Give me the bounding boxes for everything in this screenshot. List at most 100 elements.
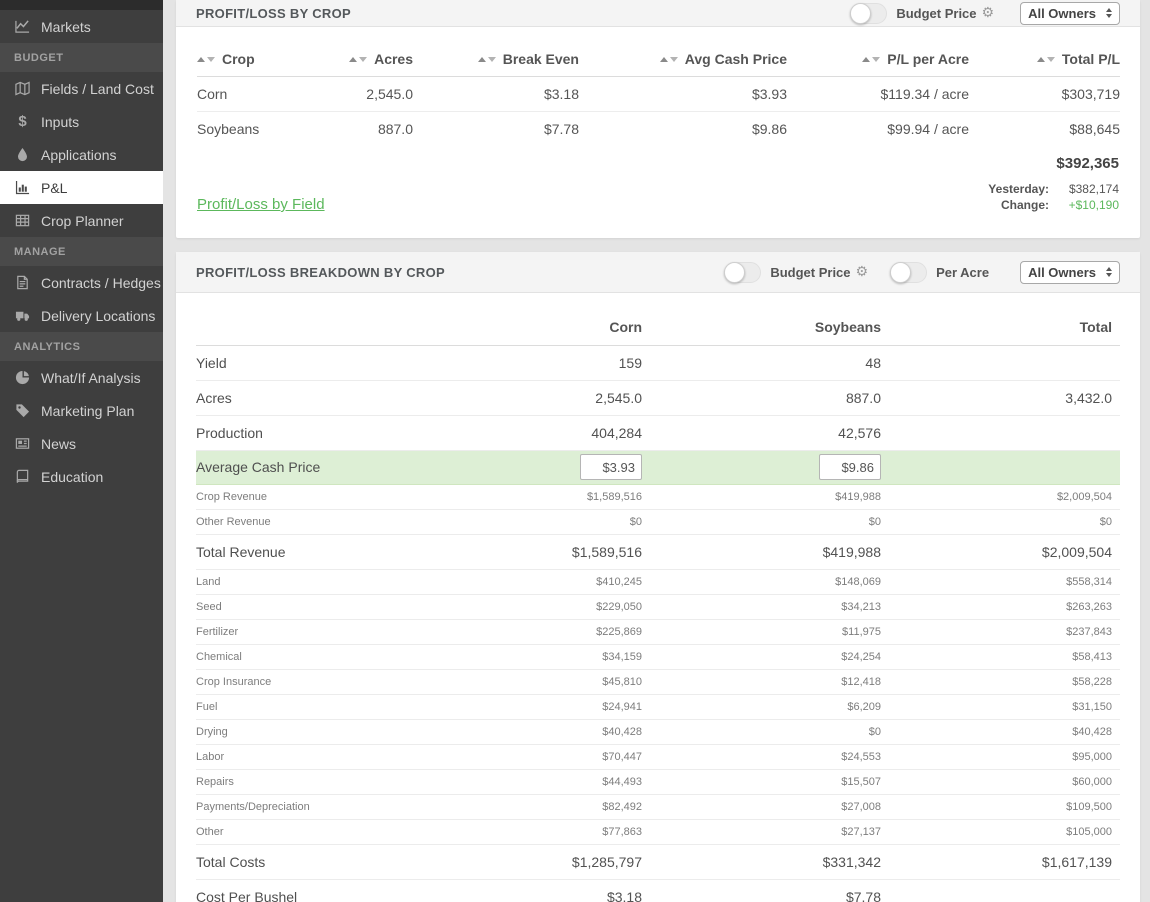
sidebar-item-news[interactable]: News [0, 427, 163, 460]
yesterday-change-block: Yesterday: $382,174 Change: +$10,190 [988, 182, 1119, 212]
owners-dropdown[interactable]: All Owners [1020, 260, 1120, 284]
col-header-total-pl[interactable]: Total P/L [969, 43, 1120, 77]
breakdown-row: Other $77,863 $27,137 $105,000 [196, 819, 1120, 845]
cell-soybeans: $148,069 [642, 569, 881, 595]
sidebar-top-strip [0, 0, 163, 10]
cell-soybeans: $331,342 [642, 844, 881, 880]
sidebar-item-whatif-analysis[interactable]: What/If Analysis [0, 361, 163, 394]
sidebar-item-inputs[interactable]: $ Inputs [0, 105, 163, 138]
per-acre-toggle[interactable] [890, 261, 928, 283]
cell-total: $58,228 [881, 669, 1120, 695]
col-header-acres[interactable]: Acres [307, 43, 413, 77]
cell-soybeans: 42,576 [642, 415, 881, 451]
cell-corn: $24,941 [436, 694, 642, 720]
cell-avg-cash-price: $3.93 [579, 76, 787, 112]
cell-corn: 2,545.0 [436, 380, 642, 416]
sidebar-item-label: Fields / Land Cost [41, 80, 154, 97]
toggle-knob [724, 261, 746, 283]
cell-corn: $40,428 [436, 719, 642, 745]
panel2-title: PROFIT/LOSS BREAKDOWN BY CROP [196, 264, 445, 280]
tag-icon [14, 402, 31, 419]
row-label: Chemical [196, 644, 436, 670]
map-icon [14, 80, 31, 97]
gear-icon[interactable]: ⚙ [981, 5, 995, 21]
sidebar-item-crop-planner[interactable]: Crop Planner [0, 204, 163, 237]
breakdown-row: Land $410,245 $148,069 $558,314 [196, 569, 1120, 595]
breakdown-row: Average Cash Price [196, 450, 1120, 485]
sidebar-item-fields-land-cost[interactable]: Fields / Land Cost [0, 72, 163, 105]
sidebar-item-pl[interactable]: P&L [0, 171, 163, 204]
owners-dropdown-value: All Owners [1028, 5, 1096, 21]
cell-total-pl: $88,645 [1069, 120, 1120, 137]
cell-total [881, 345, 1120, 381]
sort-arrows-icon [477, 56, 496, 62]
breakdown-row: Seed $229,050 $34,213 $263,263 [196, 594, 1120, 620]
sidebar-item-delivery-locations[interactable]: Delivery Locations [0, 299, 163, 332]
cell-soybeans: $27,137 [642, 819, 881, 845]
gear-icon[interactable]: ⚙ [855, 264, 869, 280]
avg-cash-price-input-soybeans[interactable] [819, 454, 881, 480]
owners-dropdown[interactable]: All Owners [1020, 1, 1120, 25]
cell-soybeans: $27,008 [642, 794, 881, 820]
sort-arrows-icon [659, 56, 678, 62]
change-label: Change: [1001, 198, 1049, 212]
sidebar-item-label: What/If Analysis [41, 369, 141, 386]
cell-total: $95,000 [881, 744, 1120, 770]
sort-arrows-icon [862, 56, 881, 62]
budget-price-toggle[interactable] [850, 2, 888, 24]
col-header-blank [196, 310, 436, 346]
col-header-crop[interactable]: Crop [197, 43, 307, 77]
chart-line-icon [14, 18, 31, 35]
sidebar-item-markets[interactable]: Markets [0, 10, 163, 43]
cell-acres: 887.0 [377, 120, 413, 137]
col-header-total: Total [881, 310, 1120, 346]
sidebar-item-applications[interactable]: Applications [0, 138, 163, 171]
sidebar-item-education[interactable]: Education [0, 460, 163, 493]
breakdown-row: Drying $40,428 $0 $40,428 [196, 719, 1120, 745]
profit-loss-by-field-link[interactable]: Profit/Loss by Field [197, 196, 325, 213]
col-header-corn: Corn [436, 310, 642, 346]
breakdown-row: Total Revenue $1,589,516 $419,988 $2,009,50… [196, 534, 1120, 570]
col-header-soybeans: Soybeans [642, 310, 881, 346]
panel2-header: PROFIT/LOSS BREAKDOWN BY CROP Budget Pri… [176, 252, 1140, 293]
truck-icon [14, 307, 31, 324]
cell-pl-per-acre: $119.34 / acre [787, 76, 969, 112]
cell-total: $558,314 [881, 569, 1120, 595]
row-label: Acres [196, 380, 436, 416]
row-label: Yield [196, 345, 436, 381]
cell-avg-cash-price: $9.86 [751, 120, 787, 137]
budget-price-toggle[interactable] [724, 261, 762, 283]
sidebar-item-contracts-hedges[interactable]: Contracts / Hedges [0, 266, 163, 299]
cell-total [881, 450, 1120, 485]
sidebar-item-marketing-plan[interactable]: Marketing Plan [0, 394, 163, 427]
sidebar-item-label: Crop Planner [41, 212, 124, 229]
sidebar-item-label: P&L [41, 179, 68, 196]
cell-corn: $1,589,516 [436, 534, 642, 570]
breakdown-row: Total Costs $1,285,797 $331,342 $1,617,139 [196, 844, 1120, 880]
row-label: Total Revenue [196, 534, 436, 570]
breakdown-row: Crop Insurance $45,810 $12,418 $58,228 [196, 669, 1120, 695]
main-content: PROFIT/LOSS BY CROP Budget Price ⚙ All O… [176, 0, 1140, 902]
col-header-pl-per-acre[interactable]: P/L per Acre [787, 43, 969, 77]
cell-total: $60,000 [881, 769, 1120, 795]
cell-corn: $410,245 [436, 569, 642, 595]
col-header-avg-cash-price[interactable]: Avg Cash Price [579, 43, 787, 77]
avg-cash-price-input-corn[interactable] [580, 454, 642, 480]
toggle-knob [890, 261, 912, 283]
select-arrows-icon [1106, 8, 1112, 18]
table-row-corn: Corn 2,545.0 $3.18 $3.93 $119.34 / acre … [197, 76, 1120, 112]
cell-corn: 159 [436, 345, 642, 381]
budget-price-label: Budget Price [896, 5, 977, 21]
panel1-title: PROFIT/LOSS BY CROP [196, 5, 351, 21]
cell-soybeans: $24,254 [642, 644, 881, 670]
change-value: +$10,190 [1068, 198, 1119, 212]
col-header-break-even[interactable]: Break Even [413, 43, 579, 77]
cell-total: $0 [881, 509, 1120, 535]
toggle-knob [850, 2, 872, 24]
row-label: Fertilizer [196, 619, 436, 645]
book-icon [14, 468, 31, 485]
sidebar-item-label: Marketing Plan [41, 402, 135, 419]
panel1-header: PROFIT/LOSS BY CROP Budget Price ⚙ All O… [176, 0, 1140, 27]
sidebar-item-label: Markets [41, 18, 91, 35]
sidebar-section-budget: BUDGET [0, 43, 163, 72]
